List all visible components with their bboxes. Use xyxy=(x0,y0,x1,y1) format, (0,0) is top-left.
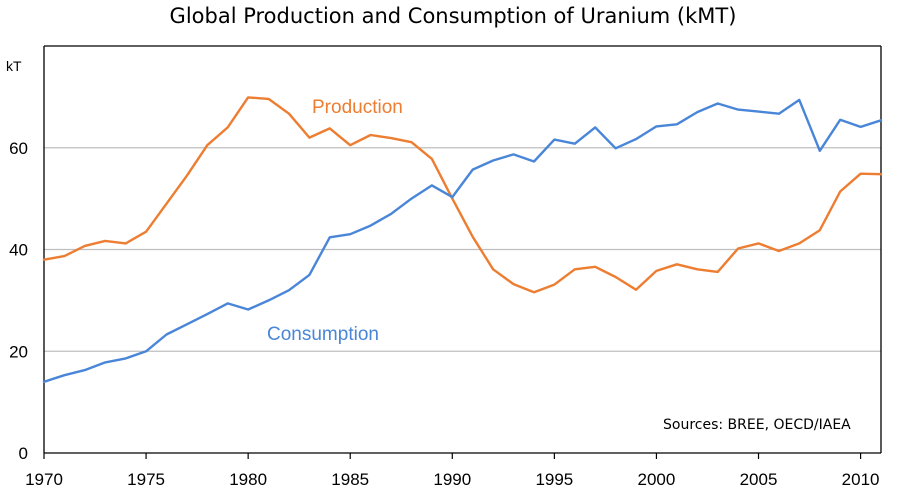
x-tick-label-2005: 2005 xyxy=(740,470,778,489)
tick-labels: 1970 1975 1980 1985 1990 1995 2000 2005 2010 0 20 4… xyxy=(9,139,879,489)
x-tick-label-1990: 1990 xyxy=(433,470,471,489)
x-tick-label-2010: 2010 xyxy=(842,470,880,489)
x-tick-label-1995: 1995 xyxy=(535,470,573,489)
consumption-series-label: Consumption xyxy=(267,324,379,345)
y-tick-label-40: 40 xyxy=(9,241,28,260)
consumption-line xyxy=(42,98,883,383)
gridlines xyxy=(44,147,881,352)
y-tick-label-20: 20 xyxy=(9,342,28,361)
source-note: Sources: BREE, OECD/IAEA xyxy=(663,417,851,433)
x-tick-label-1970: 1970 xyxy=(25,470,63,489)
series-lines xyxy=(42,96,883,383)
y-tick-label-60: 60 xyxy=(9,139,28,158)
x-tick-label-2000: 2000 xyxy=(638,470,676,489)
axes xyxy=(43,45,882,459)
x-tick-label-1985: 1985 xyxy=(331,470,369,489)
chart-title: Global Production and Consumption of Ura… xyxy=(170,4,737,28)
y-tick-label-0: 0 xyxy=(19,444,28,463)
production-line xyxy=(42,96,883,294)
x-tick-label-1975: 1975 xyxy=(127,470,165,489)
production-series-label: Production xyxy=(312,97,403,118)
x-tick-label-1980: 1980 xyxy=(229,470,267,489)
y-axis-unit-label: kT xyxy=(6,58,22,74)
